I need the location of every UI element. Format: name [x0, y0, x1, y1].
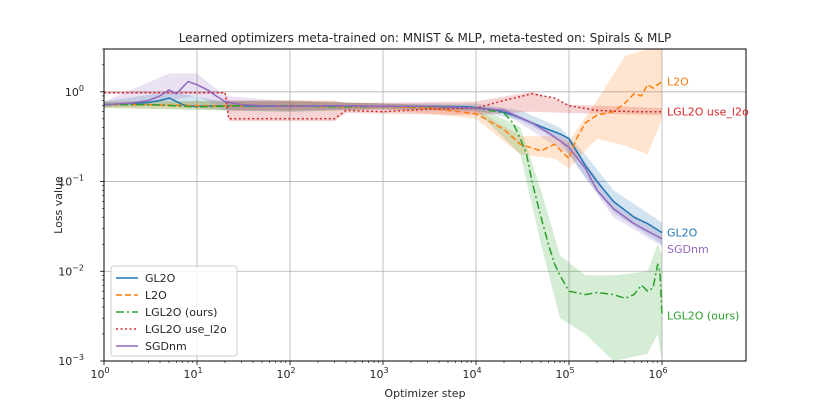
x-tick-label: 103 — [369, 366, 388, 381]
end-label-1: L2O — [667, 76, 689, 89]
y-tick-label: 10−2 — [58, 263, 84, 278]
legend-label-2: LGL2O (ours) — [145, 306, 217, 319]
chart-title: Learned optimizers meta-trained on: MNIS… — [179, 31, 672, 45]
y-axis-label: Loss value — [52, 176, 65, 234]
series-line-1 — [104, 80, 663, 160]
series-lines — [103, 80, 663, 316]
band-1 — [104, 49, 662, 169]
x-tick-label: 106 — [648, 366, 667, 381]
x-tick-label: 105 — [555, 366, 574, 381]
x-tick-label: 104 — [462, 366, 481, 381]
y-tick-label: 10−3 — [58, 353, 84, 368]
legend-label-4: SGDnm — [145, 340, 187, 353]
end-label-0: GL2O — [667, 227, 698, 240]
series-line-4 — [103, 80, 663, 240]
x-tick-label: 101 — [183, 366, 202, 381]
legend-label-1: L2O — [145, 289, 167, 302]
axis-ticks: 100 101 102 103 104 105 106 10−3 10−2 10−1 100 — [58, 48, 668, 381]
plot-frame — [103, 48, 747, 362]
legend: GL2O L2O LGL2O (ours) LGL2O use_l2o SGDnm — [110, 265, 238, 357]
x-axis-label: Optimizer step — [384, 387, 465, 400]
band-4 — [104, 73, 662, 247]
end-label-2: LGL2O (ours) — [667, 310, 739, 323]
legend-label-3: LGL2O use_l2o — [145, 323, 227, 336]
y-tick-label: 100 — [65, 84, 84, 99]
series-line-2 — [104, 103, 663, 316]
series-end-labels: GL2O L2O LGL2O (ours) LGL2O use_l2o SGDnm — [667, 76, 749, 323]
end-label-3: LGL2O use_l2o — [667, 106, 749, 119]
y-tick-label: 10−1 — [58, 174, 84, 189]
series-line-3 — [104, 91, 662, 120]
x-tick-label: 102 — [276, 366, 295, 381]
band-2 — [104, 100, 662, 361]
x-tick-label: 100 — [90, 366, 109, 381]
end-label-4: SGDnm — [667, 243, 709, 256]
legend-box — [110, 265, 238, 357]
legend-label-0: GL2O — [145, 272, 176, 285]
